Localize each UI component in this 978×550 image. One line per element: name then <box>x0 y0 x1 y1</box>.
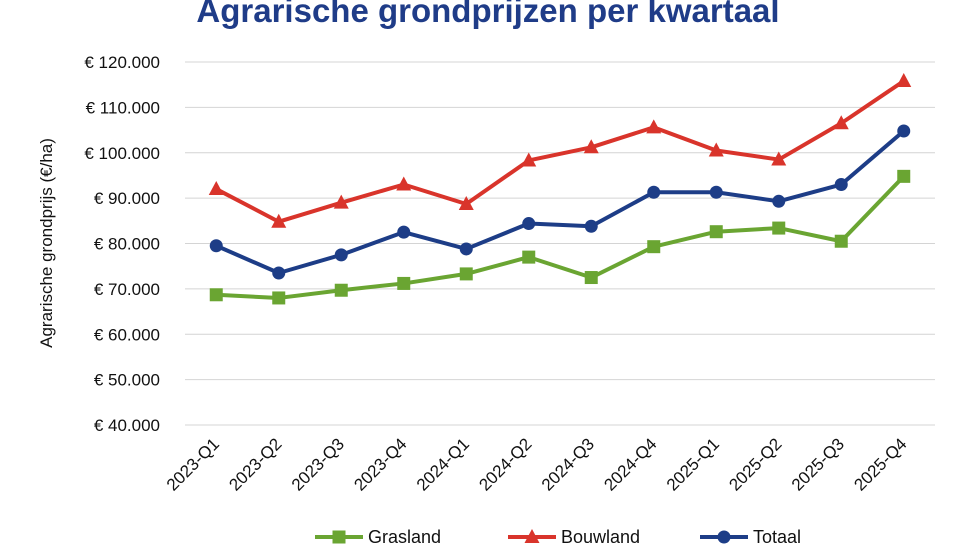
x-tick-label: 2025-Q4 <box>850 434 910 494</box>
x-tick-label: 2024-Q4 <box>600 434 660 494</box>
x-tick-label: 2025-Q1 <box>663 434 723 494</box>
legend-item-bouwland: Bouwland <box>508 527 640 547</box>
data-point-grasland <box>897 169 911 183</box>
data-point-bouwland <box>646 119 662 134</box>
legend-marker-totaal <box>717 530 731 544</box>
y-tick-labels: € 40.000 € 50.000 € 60.000 € 70.000 € 80.000… <box>84 53 160 435</box>
legend-marker-bouwland <box>524 529 540 543</box>
data-point-totaal <box>522 217 536 231</box>
data-point-bouwland <box>271 213 287 228</box>
y-tick-label: € 50.000 <box>94 371 160 390</box>
series-totaal <box>209 124 911 280</box>
series-line-bouwland <box>215 79 905 224</box>
x-tick-label: 2023-Q4 <box>350 434 410 494</box>
data-point-totaal <box>647 185 661 199</box>
y-tick-label: € 100.000 <box>84 144 160 163</box>
legend-label-totaal: Totaal <box>753 527 801 547</box>
x-tick-label: 2023-Q3 <box>288 434 348 494</box>
x-tick-label: 2024-Q2 <box>475 434 535 494</box>
data-point-totaal <box>334 248 348 262</box>
data-point-totaal <box>584 219 598 233</box>
x-tick-label: 2025-Q2 <box>725 434 785 494</box>
y-tick-label: € 110.000 <box>86 98 160 117</box>
data-point-totaal <box>709 185 723 199</box>
legend-item-grasland: Grasland <box>315 527 441 547</box>
legend-item-totaal: Totaal <box>700 527 801 547</box>
data-point-grasland <box>584 271 598 285</box>
data-point-bouwland <box>333 194 349 209</box>
data-point-grasland <box>522 250 536 264</box>
x-tick-label: 2023-Q2 <box>225 434 285 494</box>
data-point-bouwland <box>896 73 912 88</box>
y-tick-label: € 90.000 <box>94 189 160 208</box>
data-point-bouwland <box>708 142 724 157</box>
series-group <box>208 73 912 305</box>
data-point-totaal <box>397 225 411 239</box>
legend-label-grasland: Grasland <box>368 527 441 547</box>
data-point-grasland <box>209 288 223 302</box>
legend-label-bouwland: Bouwland <box>561 527 640 547</box>
data-point-bouwland <box>396 176 412 191</box>
data-point-bouwland <box>583 139 599 154</box>
series-line-grasland <box>216 174 906 300</box>
data-point-grasland <box>397 276 411 290</box>
legend: Grasland Bouwland Totaal <box>315 527 801 547</box>
data-point-totaal <box>834 178 848 192</box>
series-grasland <box>209 169 911 305</box>
data-point-totaal <box>459 242 473 256</box>
data-point-bouwland <box>771 151 787 166</box>
y-tick-label: € 40.000 <box>94 416 160 435</box>
data-point-totaal <box>209 239 223 253</box>
data-point-grasland <box>834 234 848 248</box>
data-point-bouwland <box>521 152 537 167</box>
x-tick-labels: 2023-Q1 2023-Q2 2023-Q3 2023-Q4 2024-Q1 2024-… <box>163 434 911 494</box>
data-point-totaal <box>272 266 286 280</box>
data-point-totaal <box>772 194 786 208</box>
y-tick-label: € 60.000 <box>94 325 160 344</box>
data-point-bouwland <box>833 115 849 130</box>
gridlines <box>185 61 935 426</box>
legend-marker-grasland <box>332 530 346 544</box>
chart-title: Agrarische grondprijzen per kwartaal <box>196 0 779 29</box>
y-axis-label: Agrarische grondprijs (€/ha) <box>37 138 56 348</box>
data-point-grasland <box>272 291 286 305</box>
data-point-bouwland <box>458 196 474 211</box>
series-line-totaal <box>215 129 906 275</box>
x-tick-label: 2025-Q3 <box>788 434 848 494</box>
data-point-grasland <box>647 240 661 254</box>
x-tick-label: 2023-Q1 <box>163 434 223 494</box>
y-tick-label: € 80.000 <box>94 235 160 254</box>
x-tick-label: 2024-Q3 <box>538 434 598 494</box>
data-point-grasland <box>459 267 473 281</box>
x-tick-label: 2024-Q1 <box>413 434 473 494</box>
series-bouwland <box>208 73 912 228</box>
y-tick-label: € 120.000 <box>84 53 160 72</box>
data-point-grasland <box>772 221 786 235</box>
data-point-bouwland <box>208 181 224 196</box>
data-point-grasland <box>709 225 723 239</box>
y-tick-label: € 70.000 <box>94 280 160 299</box>
data-point-grasland <box>334 283 348 297</box>
data-point-totaal <box>897 124 911 138</box>
